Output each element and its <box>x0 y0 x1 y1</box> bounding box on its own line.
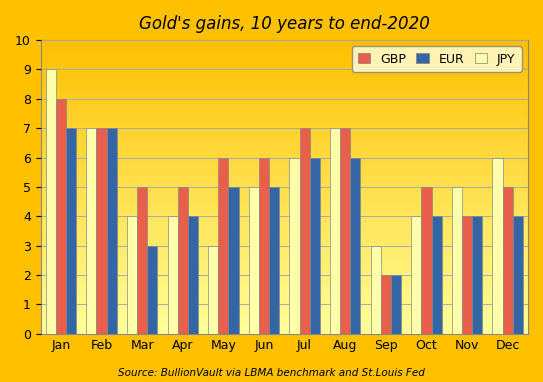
Bar <box>310 158 320 334</box>
Bar <box>269 187 279 334</box>
Bar <box>411 216 421 334</box>
Bar <box>493 158 503 334</box>
Bar <box>46 70 56 334</box>
Bar <box>432 216 441 334</box>
Bar <box>513 216 523 334</box>
Text: Source: BullionVault via LBMA benchmark and St.Louis Fed: Source: BullionVault via LBMA benchmark … <box>118 368 425 378</box>
Bar <box>97 128 106 334</box>
Bar <box>350 158 361 334</box>
Bar <box>127 216 137 334</box>
Bar <box>56 99 66 334</box>
Bar <box>391 275 401 334</box>
Bar <box>188 216 198 334</box>
Bar <box>168 216 178 334</box>
Bar <box>462 216 472 334</box>
Bar <box>147 246 157 334</box>
Bar <box>106 128 117 334</box>
Bar <box>249 187 259 334</box>
Bar <box>229 187 238 334</box>
Bar <box>259 158 269 334</box>
Bar <box>472 216 482 334</box>
Bar <box>421 187 432 334</box>
Bar <box>137 187 147 334</box>
Bar <box>86 128 97 334</box>
Bar <box>381 275 391 334</box>
Bar <box>503 187 513 334</box>
Legend: GBP, EUR, JPY: GBP, EUR, JPY <box>352 46 522 72</box>
Bar <box>178 187 188 334</box>
Bar <box>300 128 310 334</box>
Title: Gold's gains, 10 years to end-2020: Gold's gains, 10 years to end-2020 <box>139 15 430 33</box>
Bar <box>452 187 462 334</box>
Bar <box>218 158 229 334</box>
Bar <box>330 128 340 334</box>
Bar <box>340 128 350 334</box>
Bar <box>66 128 76 334</box>
Bar <box>208 246 218 334</box>
Bar <box>371 246 381 334</box>
Bar <box>289 158 300 334</box>
